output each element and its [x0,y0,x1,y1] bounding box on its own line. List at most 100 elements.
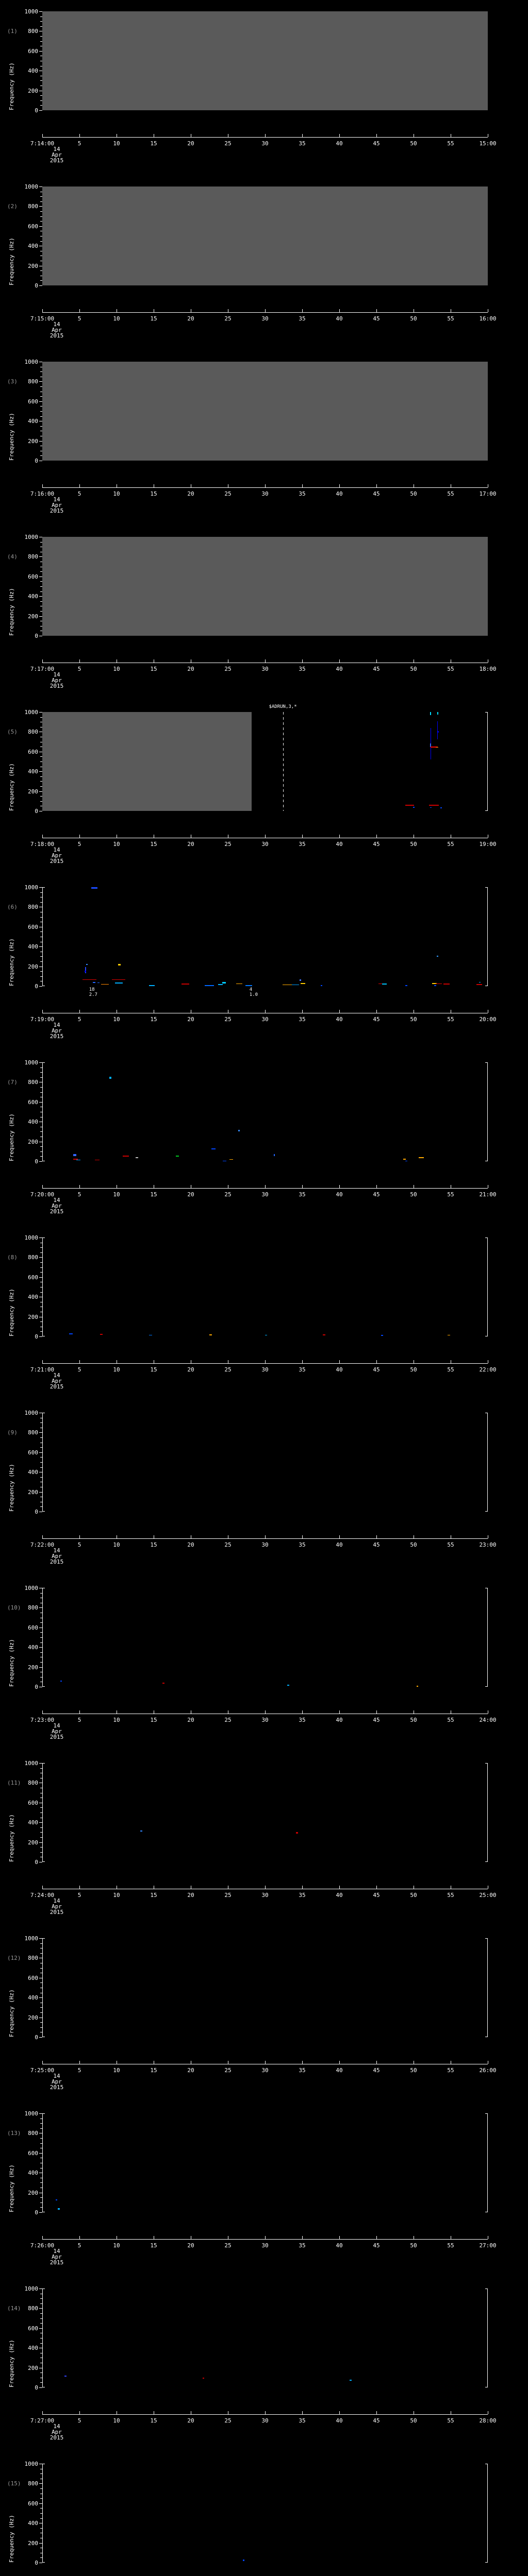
x-tick [302,659,303,663]
y-tick-minor [40,1637,42,1638]
x-tick [42,484,43,487]
y-tick-minor [40,1131,42,1132]
plot-area [39,537,488,636]
x-tick [265,1535,266,1538]
annotation-line: 4 [249,987,253,992]
x-axis-ticks [42,2411,488,2417]
y-tick-label: 600 [28,1974,38,1981]
date-line: Apr [52,677,62,684]
y-tick-label: 400 [28,1118,38,1126]
y-tick-label: 800 [28,203,38,210]
y-tick-major [39,771,42,772]
x-tick-label: 25 [224,1892,232,1899]
x-tick-label: 40 [336,140,343,147]
x-tick-label: 35 [299,841,306,848]
detection-mark [93,982,95,983]
x-tick-label: 5 [77,2067,81,2074]
y-tick-minor [40,1267,42,1268]
panel-number-label: (1) [7,28,18,35]
x-tick-label: 10 [113,315,120,322]
y-tick-minor [40,371,42,372]
detection-mark [282,984,293,986]
x-axis-date-label: 14 Apr 2015 [44,847,69,864]
y-tick-minor [40,2143,42,2144]
y-tick-label: 0 [35,2560,38,2566]
detection-mark [236,983,242,985]
annotation-line: 1.0 [249,992,258,997]
y-tick-label: 400 [28,593,38,600]
y-tick-label: 0 [35,983,38,990]
x-tick [265,1710,266,1714]
plot-area [39,187,488,286]
y-tick-label: 1000 [24,1410,39,1416]
x-tick-label: 35 [299,490,306,497]
y-tick-label: 0 [35,1333,38,1340]
y-tick-label: 1000 [24,2110,39,2117]
y-tick-minor [40,80,42,81]
y-tick-minor [40,1622,42,1623]
detection-mark [176,1156,179,1157]
x-tick-label: 5 [77,490,81,497]
x-tick-label: 20 [187,1191,194,1198]
detection-mark [378,983,383,985]
date-line: 14 [53,1897,60,1904]
x-tick-label: 45 [373,140,380,147]
x-tick [376,1010,377,1013]
x-tick [302,1360,303,1363]
x-tick-label: 40 [336,490,343,497]
x-axis-ticks [42,2236,488,2242]
date-line: Apr [52,1202,62,1209]
y-tick-label: 200 [28,2539,38,2547]
y-tick-minor [40,2343,42,2344]
x-tick [376,1710,377,1714]
date-line: 14 [53,2248,60,2255]
y-tick-major [39,2328,42,2329]
detection-mark [437,712,438,715]
axis-corner-cap [485,1686,488,1687]
x-tick-label: 25 [224,1191,232,1198]
detection-mark [222,1160,226,1162]
y-tick-minor [40,541,42,543]
x-tick-label: 55 [447,1016,454,1023]
y-tick-minor [40,211,42,212]
y-tick-label: 600 [28,2325,38,2332]
spectrogram-panel: (6) Frequency (Hz) 18 2.7 4 1.0 0 200 400 600 800 1… [0,885,528,1062]
x-tick-label: 45 [373,1717,380,1723]
panel-number-label: (6) [7,904,18,910]
x-tick-label: 45 [373,490,380,497]
x-tick-label: 30 [261,1366,269,1373]
detection-count-annotation: 4 1.0 [250,987,258,997]
y-tick-major [39,440,42,442]
detection-mark [82,979,97,980]
y-tick-major [39,887,42,888]
y-tick-minor [40,1462,42,1463]
x-tick-label: 40 [336,1892,343,1899]
y-tick-label: 0 [35,282,38,289]
y-tick-major [39,2503,42,2504]
y-tick-minor [40,717,42,718]
y-tick-major [39,2543,42,2544]
x-tick [265,309,266,312]
x-tick-label: 10 [113,1366,120,1373]
x-tick [79,2061,80,2064]
x-axis-date-label: 14 Apr 2015 [44,1898,69,1915]
x-axis-end-label: 15:00 [479,140,497,147]
detection-count-annotation: 18 2.7 [89,987,97,997]
x-tick-label: 50 [410,1191,417,1198]
y-tick-label: 0 [35,2034,38,2041]
x-tick [79,484,80,487]
plot-area [39,1938,488,2038]
detection-mark [211,1148,216,1149]
x-tick [79,2411,80,2414]
no-data-mask [42,187,488,285]
detection-mark [350,2379,352,2381]
x-tick-label: 55 [447,1191,454,1198]
x-tick-label: 35 [299,1016,306,1023]
spectrogram-panel: (8) Frequency (Hz) 0 200 400 600 800 1000 7:21:0… [0,1235,528,1413]
y-tick-minor [40,971,42,972]
detection-mark [101,984,109,985]
x-tick-label: 25 [224,1016,232,1023]
x-tick [265,2236,266,2239]
date-line: Apr [52,1378,62,1384]
x-tick [42,2411,43,2414]
